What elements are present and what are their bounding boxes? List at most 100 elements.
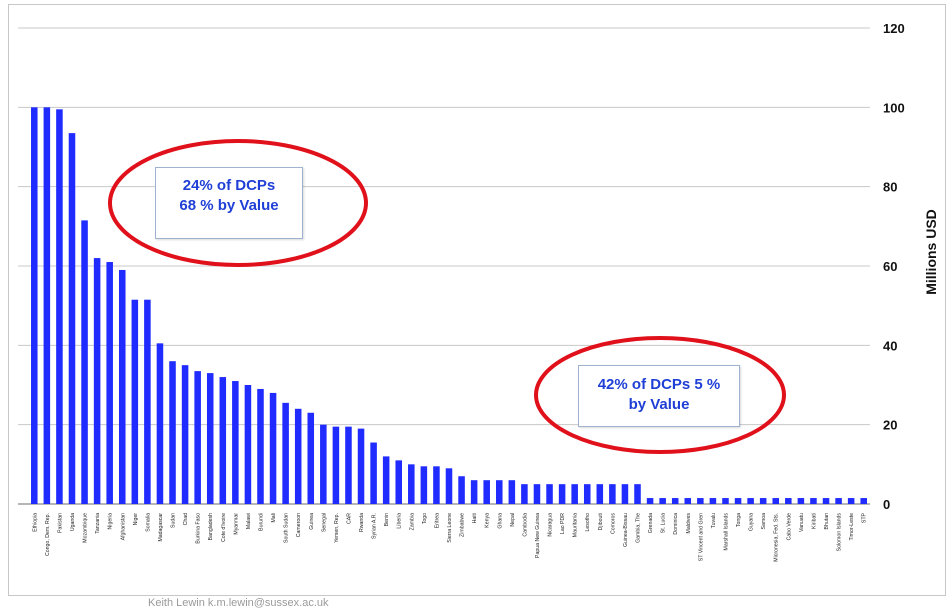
x-tick-label: Liberia (397, 513, 403, 529)
x-tick-label: Eritrea (434, 513, 440, 528)
annotation-ellipse (108, 139, 368, 267)
bar (797, 498, 805, 504)
bar (697, 498, 704, 504)
bar (181, 365, 189, 504)
bar (709, 498, 717, 504)
bar (244, 385, 252, 504)
bar (357, 428, 365, 504)
x-tick-label: Maldives (686, 513, 692, 534)
x-tick-label: Ethiopia (32, 513, 38, 532)
bar (408, 464, 415, 504)
bar (646, 498, 654, 504)
bar (747, 498, 754, 504)
bar (671, 498, 679, 504)
x-tick-label: Dominica (673, 513, 679, 535)
y-tick-label: 120 (883, 21, 905, 36)
x-tick-label: Mauritania (573, 513, 579, 537)
bar (382, 456, 390, 504)
x-tick-label: Guyana (749, 513, 755, 531)
bar (722, 498, 729, 504)
bar (684, 498, 692, 504)
x-tick-label: Congo, Dem. Rep. (45, 513, 51, 556)
bar (219, 377, 227, 504)
bar (131, 299, 139, 504)
bar (294, 408, 302, 504)
bar (68, 133, 76, 504)
bar (835, 498, 842, 504)
bar (31, 107, 38, 504)
bar (232, 381, 239, 504)
bar (546, 484, 553, 504)
bar (194, 371, 201, 504)
bar (370, 442, 377, 504)
x-tick-label: Micronesia, Fed. Sts. (774, 513, 780, 562)
x-tick-label: South Sudan (284, 513, 290, 543)
x-tick-label: ST Vincent and Gren (698, 513, 704, 561)
x-tick-label: St. Lucia (661, 513, 667, 533)
x-tick-label: Yemen, Rep. (334, 513, 340, 543)
x-tick-label: Burundi (258, 513, 264, 531)
y-tick-label: 40 (883, 338, 897, 353)
bar (43, 107, 51, 504)
bar (785, 498, 792, 504)
bar (734, 498, 742, 504)
annotation-box-top: 24% of DCPs 68 % by Value (155, 167, 303, 239)
bar (433, 466, 440, 504)
annotation-box-bottom: 42% of DCPs 5 % by Value (578, 365, 740, 427)
x-tick-label: Kenya (485, 513, 491, 528)
x-tick-label: Uganda (70, 513, 76, 531)
bar (659, 498, 666, 504)
x-tick-label: Solomon Islands (837, 513, 843, 552)
x-tick-label: Cambodia (522, 513, 528, 537)
bar (483, 480, 490, 504)
x-tick-label: CAR (346, 513, 352, 524)
x-tick-label: Guinea-Bissau (623, 513, 629, 547)
bar (847, 498, 855, 504)
annotation-ellipses (108, 139, 786, 454)
x-tick-label: STP (862, 512, 868, 523)
y-axis-label: Millions USD (923, 209, 939, 295)
bar (420, 466, 428, 504)
bar (458, 476, 465, 504)
x-tick-label: Myanmar (233, 513, 239, 535)
bar (822, 498, 830, 504)
bar (118, 269, 126, 504)
y-tick-label: 100 (883, 100, 905, 115)
x-tick-label: Kiribati (811, 513, 817, 529)
bar (496, 480, 503, 504)
x-tick-label: Sudan (171, 513, 177, 528)
bar (583, 484, 591, 504)
x-tick-label: Lao PDR (560, 513, 566, 534)
x-tick-label: Grenada (648, 513, 654, 533)
x-tick-label: Tuvalu (711, 513, 717, 528)
bar (596, 484, 604, 504)
x-tick-label: Comoros (610, 513, 616, 534)
bar (571, 484, 578, 504)
bar (445, 468, 453, 504)
x-tick-label: Rwanda (359, 513, 365, 532)
bar (395, 460, 402, 504)
bar (508, 480, 516, 504)
x-tick-label: Samoa (761, 513, 767, 530)
x-tick-label: Pakistan (57, 513, 63, 533)
bar (93, 258, 101, 504)
x-tick-label: Vanuatu (799, 513, 805, 532)
bar (621, 484, 629, 504)
bars (31, 107, 867, 505)
bar (56, 109, 63, 505)
bar (521, 484, 528, 504)
y-axis-ticks: 0 20 40 60 80 100 120 (883, 21, 905, 512)
bar (533, 484, 541, 504)
x-tick-label: Cabo Verde (786, 513, 792, 541)
x-tick-label: Timor-Leste (849, 513, 855, 541)
x-tick-label: Mozambique (83, 513, 89, 543)
x-axis-ticks: Ethiopia Congo, Dem. Rep. Pakistan Uganda Mo… (32, 512, 867, 561)
bar (634, 484, 641, 504)
bar (345, 426, 352, 504)
bar (106, 262, 113, 504)
annotation-top-line1: 24% of DCPs (182, 177, 276, 194)
x-tick-label: Nicaragua (548, 513, 554, 537)
annotation-bottom-line2: by Value (628, 396, 690, 413)
footer-credit: Keith Lewin k.m.lewin@sussex.ac.uk (148, 597, 329, 609)
